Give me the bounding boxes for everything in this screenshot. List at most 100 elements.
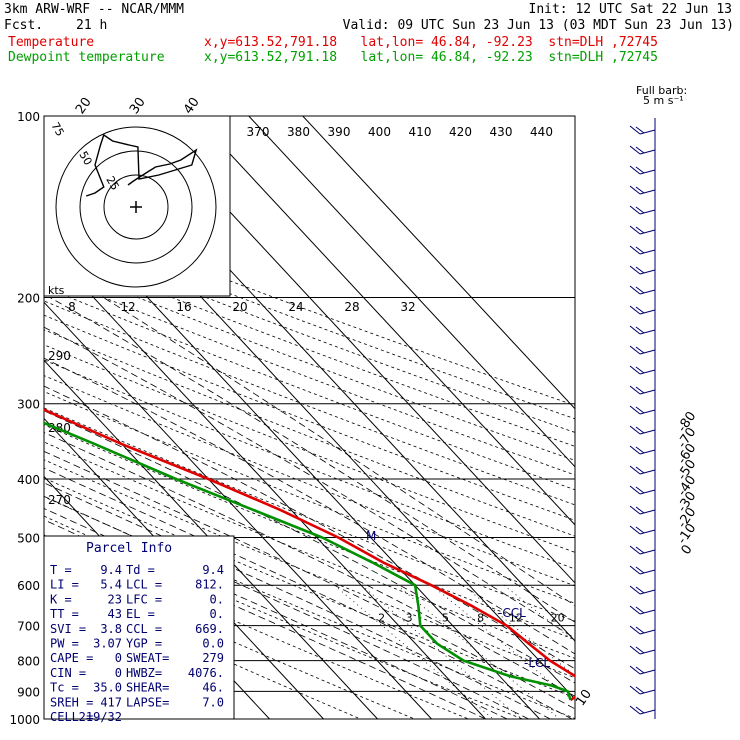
wind-barb-flag (629, 605, 641, 615)
wind-barb (629, 485, 656, 495)
wind-barb-flag (629, 445, 641, 455)
wind-barb-shaft (639, 389, 656, 395)
dry-adiabat-line (44, 424, 575, 640)
wind-barb-shaft (639, 589, 656, 595)
forecast-hour: 21 h (76, 18, 108, 33)
wind-barb (629, 225, 656, 235)
wind-barb (629, 525, 656, 535)
wind-barb-flag (629, 505, 641, 515)
dry-adiabat-line (44, 441, 575, 659)
parcel-info-cell: EL = (126, 607, 155, 621)
hodograph-ring (103, 174, 169, 240)
wind-barb (629, 705, 656, 715)
mixing-ratio-line (396, 584, 560, 719)
wind-barb-flag (635, 286, 645, 294)
theta-label: 440 (530, 125, 553, 139)
parcel-info-cell: 0. (210, 592, 224, 606)
dry-adiabat-line (44, 459, 575, 679)
dry-adiabat-line (44, 375, 575, 587)
moist-adiabat-line (103, 297, 575, 607)
pressure-label: 500 (17, 531, 40, 545)
wind-barb-flag (629, 345, 641, 355)
wind-barb-flag (635, 386, 645, 394)
wind-barb-shaft (639, 209, 656, 215)
parcel-info-cell: 812. (195, 578, 224, 592)
wind-barb-shaft (639, 129, 656, 135)
wind-barb-flag (629, 325, 641, 335)
theta-label: 420 (449, 125, 472, 139)
pressure-label: 300 (17, 398, 40, 412)
wind-barb-shaft (639, 269, 656, 275)
isotherm-line (194, 116, 575, 526)
wind-barb-shaft (639, 469, 656, 475)
parcel-info-cell: 5.4 (100, 578, 122, 592)
wind-barb-shaft (639, 229, 656, 235)
pressure-label: 800 (17, 655, 40, 669)
parcel-info-cell: Tc = (50, 681, 79, 695)
parcel-info-cell: SWEAT= (126, 651, 169, 665)
wind-barb-flag (629, 285, 641, 295)
wind-barb-shaft (639, 329, 656, 335)
dry-adiabat-line (44, 391, 575, 604)
speed-scale-label: 12 (120, 300, 135, 314)
wind-barb (629, 405, 656, 415)
wind-barb (629, 545, 656, 555)
wind-barb-flag (629, 565, 641, 575)
wind-barb-shaft (639, 549, 656, 555)
wind-barb-shaft (639, 649, 656, 655)
wind-barb-shaft (639, 629, 656, 635)
parcel-info-cell: 279 (202, 651, 224, 665)
wind-barb (629, 605, 656, 615)
parcel-info-cell: 4076. (188, 666, 224, 680)
parcel-info-cell: 3.07 (93, 637, 122, 651)
wind-barb-flag (635, 426, 645, 434)
hodograph-ring-label: 75 (48, 120, 66, 139)
pressure-label: 900 (17, 685, 40, 699)
parcel-info-cell: HWBZ= (126, 666, 162, 680)
dry-adiabat-line (44, 477, 575, 699)
pressure-label: 700 (17, 620, 40, 634)
wind-barb-flag (629, 685, 641, 695)
forecast-label: Fcst. (4, 18, 44, 33)
wind-barb-flag (629, 465, 641, 475)
wind-barb-shaft (639, 429, 656, 435)
wind-barb-shaft (639, 569, 656, 575)
wind-barb-flag (629, 485, 641, 495)
dry-adiabat-line (44, 220, 575, 420)
dry-adiabat-line (44, 577, 361, 719)
parcel-info-title: Parcel Info (86, 541, 172, 556)
sounding-level-marker: -LCL (524, 656, 550, 670)
wind-barb-flag (635, 706, 645, 714)
parcel-info-cell: CIN = (50, 666, 86, 680)
wind-barb-shaft (639, 529, 656, 535)
wind-barb-shaft (639, 169, 656, 175)
wind-barb (629, 265, 656, 275)
isotherm-line (44, 301, 432, 719)
wind-barb-flag (629, 165, 641, 175)
isotherm-line (140, 116, 575, 584)
wind-barb (629, 145, 656, 155)
temperature-profile-line (44, 408, 575, 702)
moist-adiabat-line (44, 410, 575, 684)
parcel-info-cell: PW = (50, 637, 79, 651)
hodograph-ring (79, 150, 193, 264)
parcel-info-cell: LI = (50, 578, 79, 592)
sounding-level-marker: -CCL (498, 606, 526, 620)
wind-barb-flag (635, 186, 645, 194)
speed-scale-label: 16 (176, 300, 191, 314)
wind-barb-flag (635, 586, 645, 594)
temperature-tick-label: 20 (73, 95, 95, 117)
wind-barb (629, 645, 656, 655)
barb-title-line2: 5 m s⁻¹ (643, 94, 684, 107)
parcel-info-cell: T = (50, 563, 72, 577)
wind-barb-flag (629, 405, 641, 415)
wind-barb (629, 345, 656, 355)
wind-barb-shaft (639, 709, 656, 715)
wind-barb-shaft (639, 149, 656, 155)
parcel-info-cell: CAPE = (50, 651, 93, 665)
dewpoint-location: x,y=613.52,791.18 lat,lon= 46.84, -92.23… (204, 50, 658, 65)
hodograph-box (43, 115, 231, 297)
wind-barb (629, 205, 656, 215)
parcel-info-cell: CCL = (126, 622, 162, 636)
temperature-tick-label: 40 (181, 95, 203, 117)
